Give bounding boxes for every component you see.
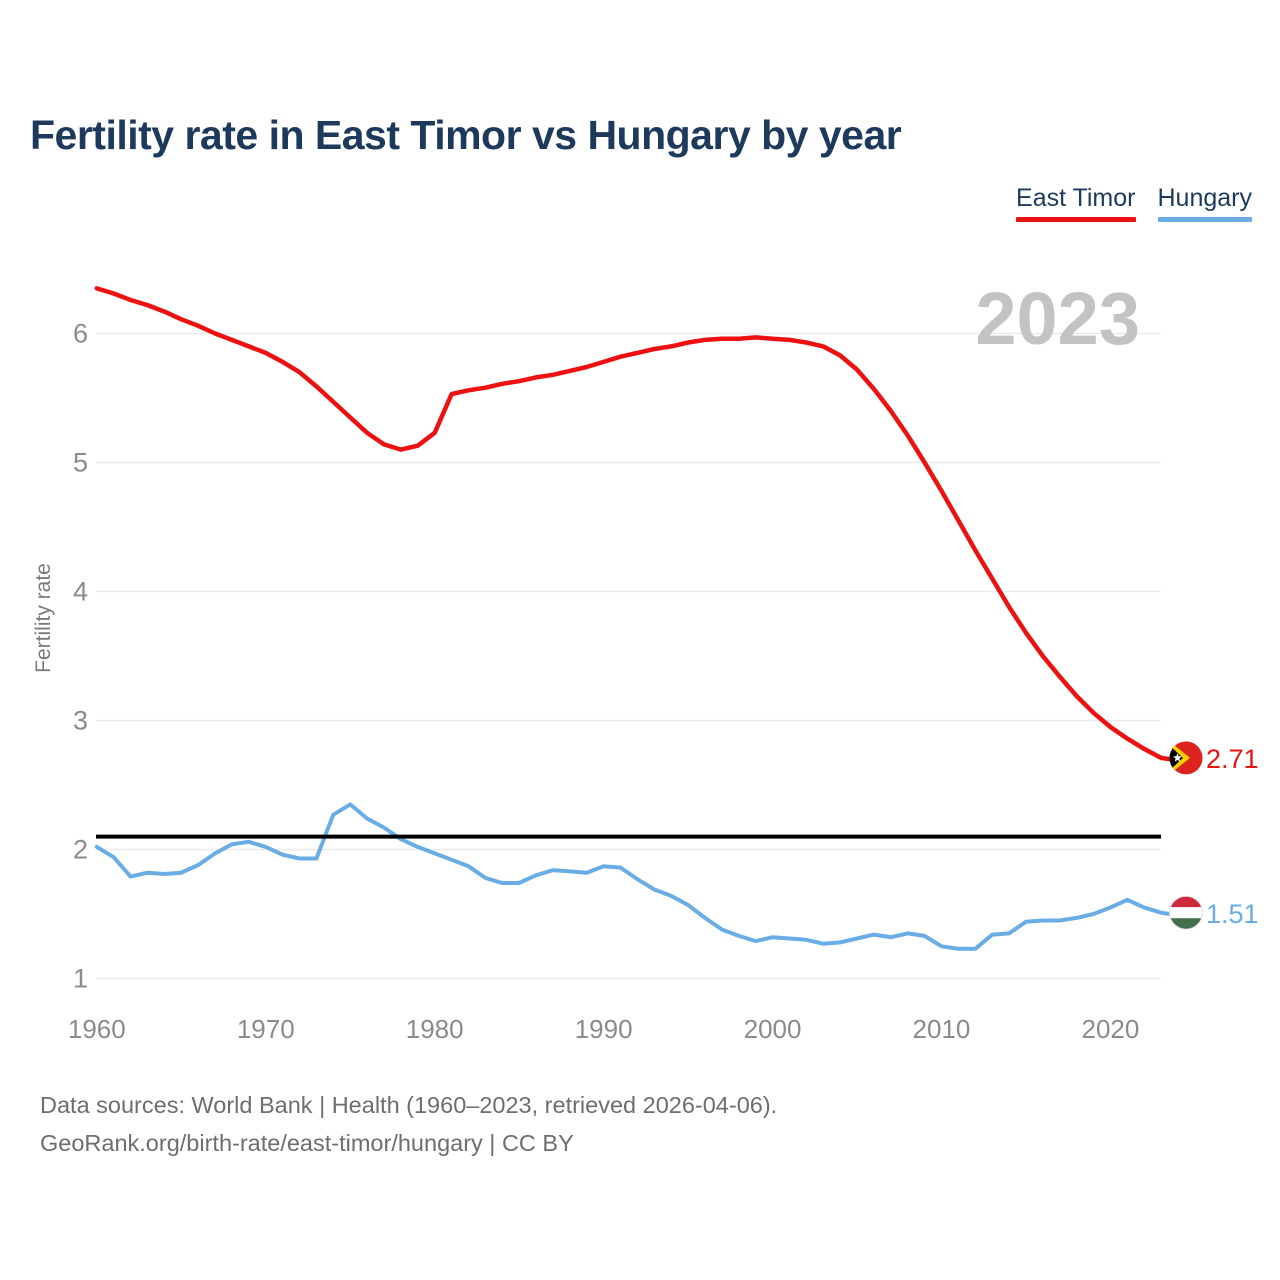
footer: Data sources: World Bank | Health (1960–…: [40, 1086, 777, 1162]
y-tick-label-1: 1: [73, 964, 88, 994]
series-lines: [94, 286, 1174, 951]
gridlines: [96, 332, 1161, 980]
watermark-layer: 2023: [975, 277, 1140, 360]
legend-item-hungary[interactable]: Hungary: [1157, 184, 1253, 222]
footer-attribution-url: GeoRank.org/birth-rate/east-timor/hungar…: [40, 1130, 574, 1156]
east-timor-flag-icon: [1169, 741, 1203, 775]
x-tick-label-1970: 1970: [237, 1014, 295, 1044]
x-tick-label-2020: 2020: [1081, 1014, 1139, 1044]
hungary-end-value: 1.51: [1206, 899, 1259, 929]
y-axis-label: Fertility rate: [32, 563, 55, 673]
line-hungary: [94, 802, 1173, 951]
chart-title: Fertility rate in East Timor vs Hungary …: [30, 112, 902, 158]
y-tick-label-2: 2: [73, 835, 88, 865]
y-tick-label-5: 5: [73, 448, 88, 478]
legend-swatch-hungary: [1157, 217, 1252, 222]
watermark-year: 2023: [975, 277, 1140, 360]
axis-tick-labels: 1 2 3 4 5 6 1960 1970 1980 1990 2000 2010 2020: [68, 319, 1139, 1045]
x-tick-label-2010: 2010: [913, 1014, 971, 1044]
line-east-timor: [94, 286, 1174, 762]
y-tick-label-6: 6: [73, 319, 88, 349]
x-tick-label-1980: 1980: [406, 1014, 464, 1044]
chart-legend: East Timor Hungary: [1016, 184, 1252, 222]
hungary-flag-icon: [1169, 895, 1203, 930]
legend-item-east-timor[interactable]: East Timor: [1016, 184, 1136, 222]
east-timor-end-value: 2.71: [1206, 744, 1259, 774]
x-tick-label-2000: 2000: [744, 1014, 802, 1044]
x-tick-label-1990: 1990: [575, 1014, 633, 1044]
x-tick-label-1960: 1960: [68, 1014, 126, 1044]
y-tick-label-4: 4: [73, 577, 88, 607]
y-tick-label-3: 3: [73, 706, 88, 736]
footer-data-sources: Data sources: World Bank | Health (1960–…: [40, 1092, 778, 1118]
series-end-flags: [1169, 741, 1203, 930]
legend-label-east-timor: East Timor: [1016, 184, 1136, 212]
legend-swatch-east-timor: [1016, 217, 1136, 222]
legend-label-hungary: Hungary: [1157, 184, 1253, 212]
